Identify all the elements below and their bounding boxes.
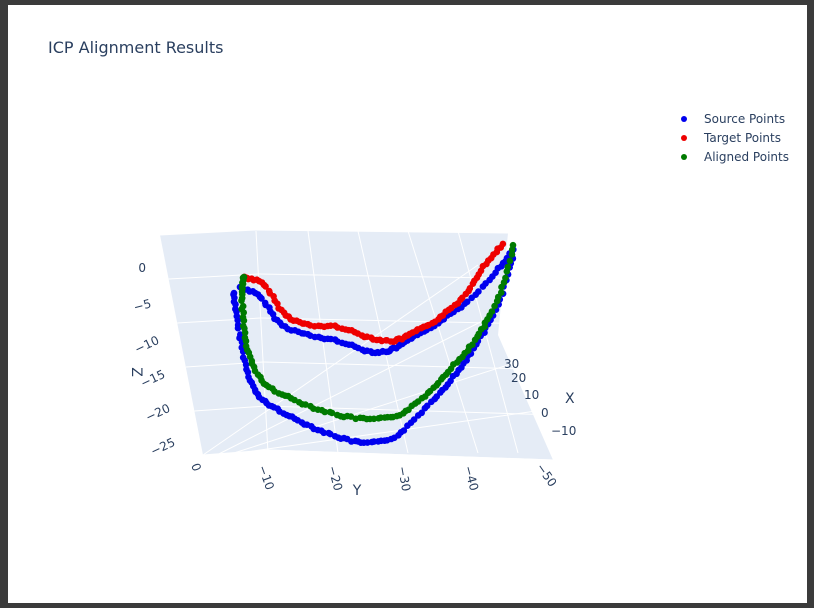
x-tick-0: 30	[504, 357, 519, 371]
aligned-point	[509, 241, 517, 249]
legend-label-target: Target Points	[704, 130, 781, 145]
grid-line	[267, 449, 554, 461]
aligned-point	[321, 408, 329, 416]
scene-3d[interactable]: 0 −5 −10 −15 −20 −25 Z 0 −10 −20 −30 −40…	[8, 5, 807, 603]
aligned-point	[242, 337, 250, 345]
grid-line	[235, 362, 516, 453]
aligned-point	[302, 401, 309, 408]
aligned-point	[491, 302, 498, 310]
x-tick-4: −10	[551, 424, 576, 438]
source-point	[234, 316, 241, 324]
aligned-point	[469, 341, 476, 349]
aligned-point	[240, 317, 248, 324]
legend[interactable]: Source Points Target Points Aligned Poin…	[676, 109, 789, 166]
grid-line	[407, 230, 479, 454]
source-point	[258, 295, 265, 302]
grid-line	[194, 405, 266, 412]
target-point	[499, 240, 507, 248]
legend-marker-target	[681, 134, 687, 141]
grid-line	[457, 230, 519, 454]
grid-line	[219, 313, 497, 455]
y-tick-5: −50	[534, 461, 560, 490]
z-tick-0: 0	[138, 261, 146, 275]
z-tick-5: −25	[148, 435, 177, 458]
source-point	[475, 288, 482, 295]
source-point	[242, 361, 250, 369]
legend-label-aligned: Aligned Points	[704, 149, 789, 164]
source-point	[244, 369, 252, 376]
source-point	[234, 324, 242, 332]
grid-line	[159, 229, 257, 236]
data-points	[230, 240, 517, 447]
source-point	[418, 409, 426, 417]
z-tick-1: −5	[132, 296, 153, 314]
legend-item-aligned[interactable]: Aligned Points	[676, 147, 789, 166]
aligned-point	[498, 289, 505, 296]
z-axis-title: Z	[128, 367, 144, 377]
legend-marker-aligned	[681, 153, 687, 160]
aligned-point	[238, 297, 245, 305]
y-tick-4: −40	[461, 464, 481, 492]
y-tick-2: −20	[325, 464, 345, 492]
source-point	[423, 402, 431, 410]
z-tick-2: −10	[132, 333, 161, 356]
source-point	[400, 427, 408, 434]
legend-item-target[interactable]: Target Points	[676, 128, 789, 147]
aligned-point	[508, 251, 516, 258]
aligned-point	[506, 257, 514, 265]
legend-label-source: Source Points	[704, 111, 786, 126]
grid-line	[251, 410, 535, 452]
y-tick-3: −30	[395, 465, 413, 492]
x-axis-title: X	[565, 391, 575, 407]
source-point	[410, 416, 418, 423]
source-point	[320, 429, 328, 437]
x-tick-2: 10	[524, 388, 539, 402]
target-point	[262, 283, 269, 290]
grid-line	[202, 264, 479, 456]
aligned-point	[502, 274, 509, 282]
grid-line	[263, 361, 536, 370]
grid-line	[255, 229, 509, 234]
x-tick-3: 0	[541, 406, 549, 420]
grid-line	[177, 317, 261, 324]
y-tick-1: −10	[255, 463, 277, 492]
legend-marker-source	[681, 115, 687, 122]
aligned-point	[504, 263, 512, 271]
z-tick-4: −20	[143, 401, 172, 424]
aligned-point	[488, 308, 496, 315]
aligned-point	[241, 329, 249, 337]
aligned-point	[328, 409, 336, 417]
x-tick-1: 20	[511, 371, 526, 385]
y-axis-title: Y	[352, 483, 362, 499]
y-tick-0: 0	[188, 461, 204, 473]
legend-item-source[interactable]: Source Points	[676, 109, 789, 128]
chart-title: ICP Alignment Results	[48, 38, 224, 57]
grid-line	[255, 230, 269, 454]
source-point	[463, 298, 471, 306]
grid-line	[507, 230, 554, 454]
plot-frame: ICP Alignment Results Source Points Targ…	[8, 5, 807, 603]
